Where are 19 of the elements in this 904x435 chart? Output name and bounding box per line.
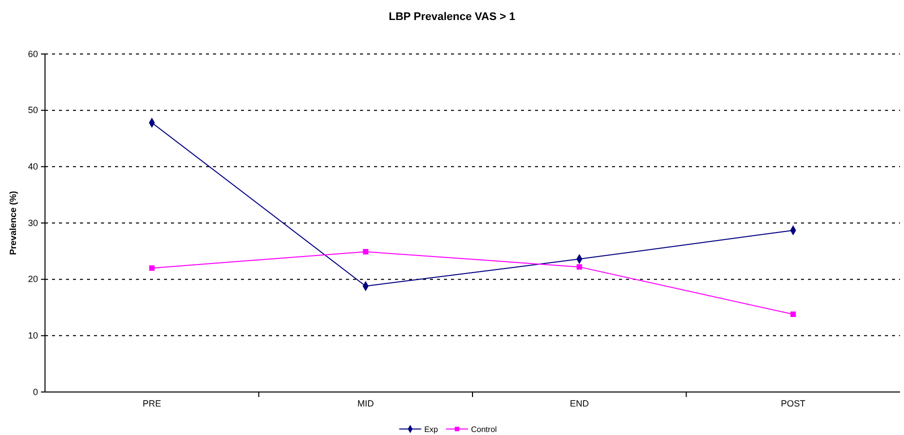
y-tick-label: 60 (28, 48, 38, 59)
y-tick-label: 0 (32, 386, 38, 397)
legend-label: Control (471, 425, 498, 434)
point (149, 265, 155, 271)
x-tick-label: MID (357, 398, 374, 408)
y-tick-label: 40 (28, 162, 38, 172)
x-tick-label: POST (780, 398, 806, 408)
y-tick-label: 20 (28, 274, 38, 284)
y-tick-label: 50 (28, 105, 38, 116)
chart-title: LBP Prevalence VAS > 1 (388, 11, 516, 23)
point (576, 264, 582, 270)
legend-label: Exp (424, 425, 439, 434)
x-tick-label: END (570, 398, 590, 408)
y-tick-label: 30 (28, 218, 38, 228)
point (790, 312, 796, 317)
x-tick-label: PRE (142, 398, 162, 408)
y-tick-label: 10 (28, 330, 38, 341)
point (362, 248, 368, 254)
y-axis-title: Prevalence (%) (8, 190, 18, 256)
